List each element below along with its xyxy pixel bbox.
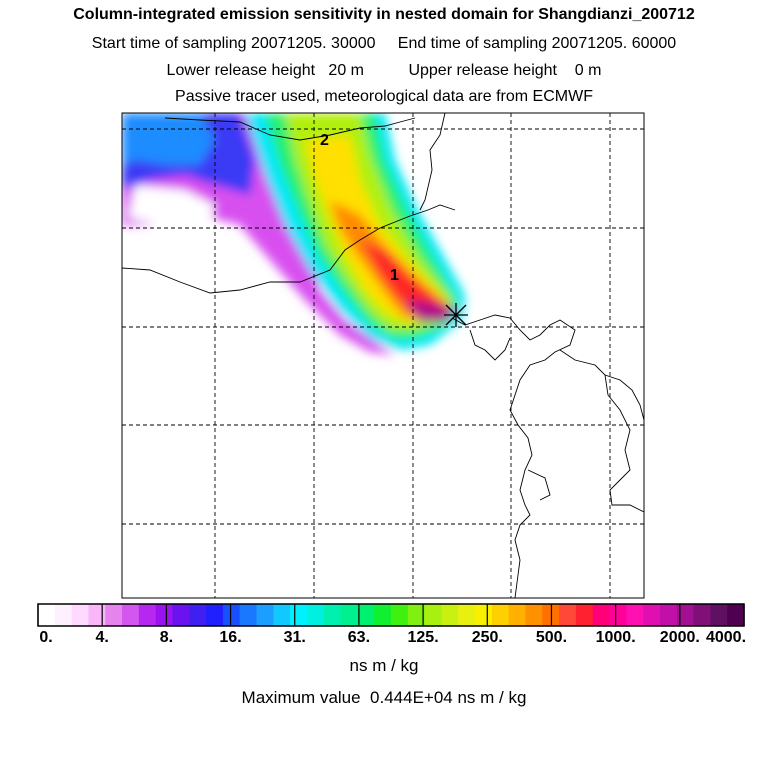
colorbar-swatch [441, 604, 459, 626]
colorbar-swatch [559, 604, 577, 626]
coastline-borders [122, 113, 644, 598]
colorbar-swatch [273, 604, 291, 626]
colorbar-swatch [206, 604, 224, 626]
colorbar-swatch [475, 604, 493, 626]
colorbar-tick-label: 0. [39, 629, 53, 646]
colorbar-swatch [256, 604, 274, 626]
colorbar-swatch [525, 604, 543, 626]
colorbar-swatch [306, 604, 325, 626]
colorbar-swatch [357, 604, 375, 626]
colorbar-tick-label: 1000. [595, 629, 636, 646]
sensitivity-map: 1 2 [37, 112, 745, 627]
colorbar-tick-label: 8. [159, 629, 174, 646]
graticule [122, 113, 644, 598]
sampling-time-line: Start time of sampling 20071205. 30000 E… [91, 35, 677, 52]
colorbar-swatch [38, 604, 56, 626]
colorbar-swatch [323, 604, 342, 626]
station-asterisk-marker [444, 303, 468, 327]
colorbar-swatch [222, 604, 241, 626]
colorbar-unit: ns m / kg [349, 656, 419, 675]
colorbar-swatch [659, 604, 678, 626]
map-frame [121, 112, 645, 599]
colorbar-tick-label: 63. [347, 629, 371, 646]
colorbar-border [37, 603, 745, 627]
map-title: Column-integrated emission sensitivity i… [73, 6, 695, 23]
colorbar-swatch [676, 604, 695, 626]
colorbar-swatch [391, 604, 409, 626]
colorbar-swatch [508, 604, 527, 626]
colorbar-swatch [424, 604, 443, 626]
colorbar-swatch [88, 604, 106, 626]
release-height-line: Lower release height 20 m Upper release … [166, 62, 602, 79]
tracer-info-line: Passive tracer used, meteorological data… [175, 88, 593, 105]
colorbar-swatch [407, 604, 426, 626]
colorbar-swatch [592, 604, 611, 626]
colorbar-tick-label: 4. [95, 629, 109, 646]
plume-field [122, 113, 465, 355]
colorbar-tick-label: 500. [535, 629, 568, 646]
colorbar-swatch [71, 604, 90, 626]
colorbar-swatch [643, 604, 661, 626]
colorbar-swatch [710, 604, 728, 626]
colorbar-tick-label: 16. [219, 629, 242, 646]
colorbar-swatch [54, 604, 73, 626]
colorbar [37, 603, 745, 627]
colorbar-swatch [105, 604, 123, 626]
colorbar-swatch [727, 604, 745, 626]
colorbar-swatch [155, 604, 174, 626]
map-label-2: 2 [320, 132, 329, 149]
colorbar-swatch [609, 604, 627, 626]
colorbar-swatch [239, 604, 258, 626]
colorbar-tick-label: 4000. [705, 629, 747, 646]
map-label-1: 1 [390, 267, 399, 284]
colorbar-tick-label: 2000. [659, 629, 700, 646]
colorbar-swatch [693, 604, 711, 626]
colorbar-swatch [374, 604, 392, 626]
maximum-value-text: Maximum value 0.444E+04 ns m / kg [241, 688, 527, 707]
colorbar-swatch [172, 604, 190, 626]
colorbar-swatch [189, 604, 207, 626]
colorbar-swatch [458, 604, 476, 626]
colorbar-swatch [138, 604, 157, 626]
colorbar-swatch [575, 604, 594, 626]
colorbar-swatch [340, 604, 358, 626]
colorbar-swatch [626, 604, 644, 626]
colorbar-swatch [290, 604, 308, 626]
colorbar-tick-label: 250. [471, 629, 503, 646]
colorbar-tick-label: 125. [407, 629, 439, 646]
colorbar-swatch [122, 604, 140, 626]
colorbar-tick-label: 31. [283, 629, 306, 646]
colorbar-swatch [491, 604, 510, 626]
